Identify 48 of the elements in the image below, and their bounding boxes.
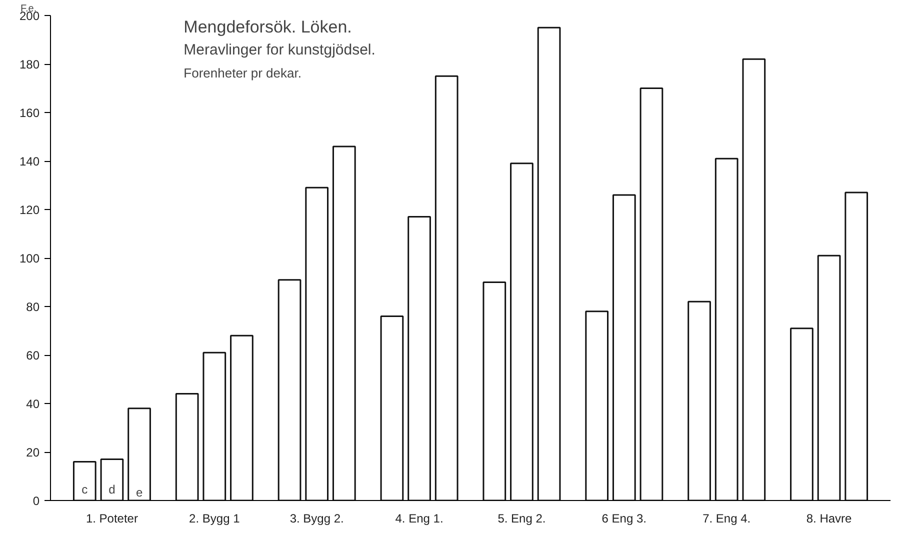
y-tick-label: 140	[19, 154, 40, 168]
bar	[332, 146, 356, 500]
bar	[230, 334, 254, 500]
series-label: e	[136, 486, 143, 500]
series-label: c	[82, 482, 88, 496]
y-tick-label: 100	[19, 252, 40, 266]
bar	[305, 186, 329, 500]
bar	[510, 162, 534, 500]
x-tick-label: 3. Bygg 2.	[290, 512, 344, 526]
x-tick-label: 1. Poteter	[86, 512, 138, 526]
bar	[742, 58, 766, 500]
y-tick-label: 60	[26, 348, 40, 362]
series-label: d	[108, 482, 116, 496]
bar	[482, 282, 506, 500]
bar	[585, 310, 609, 500]
bar	[688, 300, 711, 500]
bar	[640, 88, 664, 500]
bar	[100, 458, 124, 500]
x-tick-label: 4. Eng 1.	[395, 512, 444, 526]
x-tick-label: 8. Havre	[806, 512, 852, 526]
bar	[790, 328, 814, 500]
bar	[408, 216, 431, 500]
x-tick-label: 6 Eng 3.	[602, 512, 647, 526]
bar	[537, 26, 561, 500]
bar	[175, 393, 199, 500]
y-tick-label: 20	[26, 446, 40, 460]
x-tick-label: 2. Bygg 1	[189, 512, 240, 526]
x-tick-label: 7. Eng 4.	[702, 512, 751, 526]
bar	[72, 460, 96, 500]
bar	[380, 315, 404, 500]
x-tick-label: 5. Eng 2.	[498, 512, 546, 526]
y-tick-label: 0	[32, 494, 40, 508]
bar	[844, 192, 868, 500]
y-tick-label: 180	[19, 58, 40, 72]
y-tick-label: 120	[19, 203, 40, 217]
annotation: Forenheter pr dekar.	[184, 66, 302, 80]
y-tick-label: 40	[26, 397, 40, 411]
bar	[202, 352, 226, 500]
bar	[817, 254, 841, 500]
y-tick-label: 160	[19, 106, 40, 120]
bar	[612, 194, 636, 500]
y-tick-label: 80	[26, 300, 40, 314]
bar	[128, 408, 151, 500]
bar	[434, 75, 458, 500]
bar	[714, 158, 738, 500]
bar	[278, 279, 302, 500]
chart-title: Mengdeforsök. Löken.	[184, 18, 352, 36]
text: Meravlinger for kunstgjödsel.	[184, 42, 376, 58]
